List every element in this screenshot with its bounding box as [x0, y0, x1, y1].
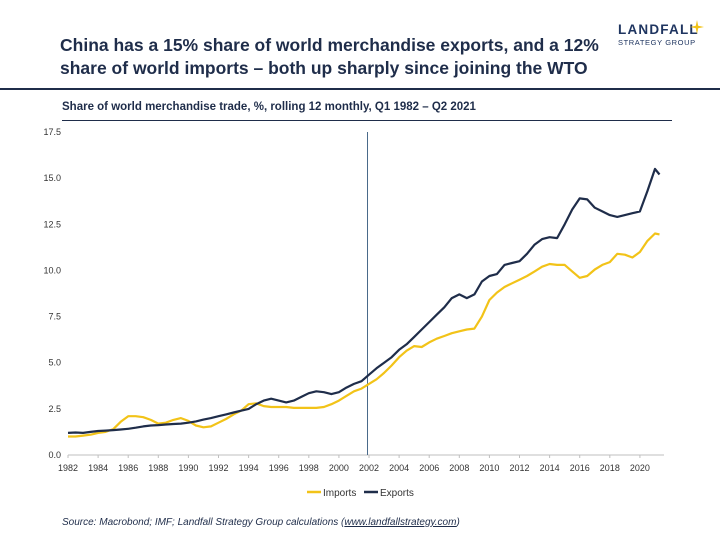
- chart-headline: China has a 15% share of world merchandi…: [60, 35, 599, 78]
- y-tick-label: 17.5: [43, 127, 61, 137]
- x-tick-label: 1998: [299, 463, 319, 473]
- source-text: Source: Macrobond; IMF; Landfall Strateg…: [62, 517, 345, 528]
- x-tick-label: 1994: [239, 463, 259, 473]
- source-link[interactable]: www.landfallstrategy.com: [344, 517, 457, 528]
- landfall-logo: LANDFALL STRATEGY GROUP: [618, 22, 710, 47]
- y-tick-labels: 0.0 2.5 5.0 7.5 10.0 12.5 15.0 17.5: [43, 127, 61, 460]
- y-tick-label: 12.5: [43, 219, 61, 229]
- logo-tagline: STRATEGY GROUP: [618, 38, 696, 47]
- x-tick-label: 1992: [208, 463, 228, 473]
- x-tick-label: 2018: [600, 463, 620, 473]
- x-tick-label: 2012: [509, 463, 529, 473]
- chart-title: Share of world merchandise trade, %, rol…: [62, 101, 476, 113]
- x-tick-label: 2020: [630, 463, 650, 473]
- y-tick-label: 10.0: [43, 265, 61, 275]
- x-tick-label: 1982: [58, 463, 78, 473]
- legend-imports-label: Imports: [323, 488, 356, 499]
- x-tick-label: 1986: [118, 463, 138, 473]
- x-tick-label: 2000: [329, 463, 349, 473]
- x-tick-label: 2004: [389, 463, 409, 473]
- y-tick-label: 0.0: [48, 450, 61, 460]
- x-tick-label: 1990: [178, 463, 198, 473]
- legend-exports-label: Exports: [380, 488, 414, 499]
- source-suffix: ): [456, 517, 460, 528]
- x-tick-label: 2006: [419, 463, 439, 473]
- x-tick-label: 2016: [570, 463, 590, 473]
- x-tick-label: 1988: [148, 463, 168, 473]
- x-tick-label: 2002: [359, 463, 379, 473]
- header-divider: [0, 88, 720, 90]
- y-tick-label: 7.5: [48, 312, 61, 322]
- logo-wordmark: LANDFALL: [618, 22, 699, 37]
- subtitle-divider: [62, 120, 672, 121]
- x-tick-labels: 1982 1984 1986 1988 1990 1992 1994 1996 1998 2000…: [58, 455, 650, 473]
- x-tick-label: 2014: [540, 463, 560, 473]
- y-tick-label: 2.5: [48, 404, 61, 414]
- x-tick-label: 1984: [88, 463, 108, 473]
- x-tick-label: 1996: [269, 463, 289, 473]
- x-tick-label: 2008: [449, 463, 469, 473]
- y-tick-label: 15.0: [43, 173, 61, 183]
- y-tick-label: 5.0: [48, 358, 61, 368]
- source-note: Source: Macrobond; IMF; Landfall Strateg…: [62, 517, 460, 528]
- chart-legend: Imports Exports: [307, 488, 414, 499]
- logo-star-icon: [690, 20, 704, 34]
- x-tick-label: 2010: [479, 463, 499, 473]
- imports-series-line: [68, 232, 660, 438]
- exports-series-line: [67, 167, 661, 434]
